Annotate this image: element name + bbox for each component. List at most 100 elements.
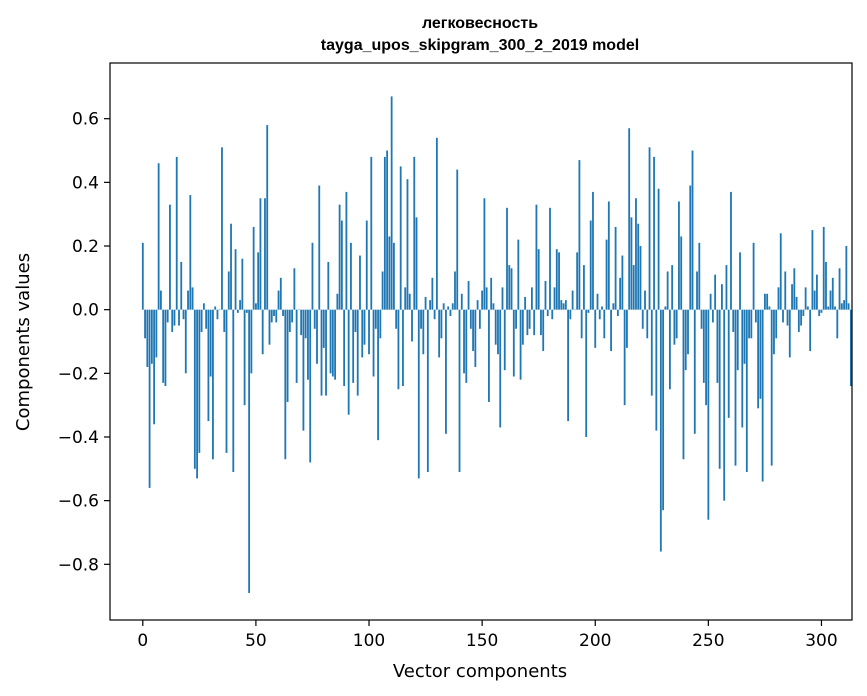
bar xyxy=(345,191,348,310)
y-tick-label: −0.2 xyxy=(58,364,99,384)
bar xyxy=(440,309,443,339)
bar xyxy=(503,309,506,371)
bar xyxy=(560,300,563,310)
bar xyxy=(739,252,741,310)
bar xyxy=(555,249,558,310)
bar xyxy=(598,309,601,320)
bar xyxy=(390,96,393,310)
bar xyxy=(825,261,827,310)
bar xyxy=(300,309,303,336)
bar xyxy=(589,220,592,310)
bar xyxy=(535,204,538,310)
bar xyxy=(680,236,683,310)
bar xyxy=(275,309,278,323)
bar xyxy=(488,309,490,402)
bar xyxy=(350,242,352,310)
bar xyxy=(847,303,850,310)
bar xyxy=(447,306,450,310)
bar xyxy=(261,309,264,355)
bar xyxy=(827,306,830,310)
bar xyxy=(236,309,239,313)
bar xyxy=(445,309,447,434)
bar xyxy=(377,309,379,441)
bar xyxy=(630,217,633,310)
bar xyxy=(209,309,212,377)
bar xyxy=(811,230,814,310)
bar xyxy=(293,268,296,310)
bar xyxy=(273,309,275,317)
bar xyxy=(451,303,454,310)
bar xyxy=(521,309,524,345)
x-tick-label: 0 xyxy=(137,631,148,651)
bar xyxy=(834,306,836,310)
bar xyxy=(840,303,843,310)
bar xyxy=(474,309,477,367)
chart-subtitle: tayga_upos_skipgram_300_2_2019 model xyxy=(321,37,639,54)
y-tick-label: −0.8 xyxy=(58,555,99,575)
bar xyxy=(162,309,165,383)
bar xyxy=(221,147,223,310)
bar xyxy=(352,309,355,383)
y-tick-label: 0.0 xyxy=(72,301,99,321)
bar xyxy=(759,309,762,399)
bar xyxy=(329,309,332,374)
bar xyxy=(318,185,321,310)
bar xyxy=(198,309,201,453)
bar xyxy=(184,309,187,374)
chart-title: легковесность xyxy=(422,15,538,32)
bar xyxy=(193,309,196,469)
bar xyxy=(159,290,162,310)
bar xyxy=(212,309,214,460)
bar xyxy=(472,309,474,352)
bar xyxy=(374,309,377,329)
bar xyxy=(585,309,588,437)
bar xyxy=(696,271,698,310)
bar xyxy=(662,309,665,511)
bar xyxy=(343,309,346,387)
bar xyxy=(422,309,425,355)
bar xyxy=(831,277,834,310)
bar xyxy=(354,309,357,332)
bar xyxy=(822,226,825,310)
bar xyxy=(370,156,373,310)
bar xyxy=(788,309,791,358)
bar xyxy=(157,163,160,310)
bar xyxy=(196,309,198,479)
bar xyxy=(282,309,284,317)
bar xyxy=(716,309,719,383)
bar xyxy=(243,309,246,406)
bar xyxy=(469,309,472,329)
bar xyxy=(777,287,780,310)
bar xyxy=(621,255,624,310)
bar xyxy=(467,281,470,310)
bar xyxy=(166,309,169,323)
bar xyxy=(406,179,409,310)
bar xyxy=(259,198,262,310)
bar xyxy=(257,252,260,310)
bar xyxy=(743,309,746,364)
bar xyxy=(239,300,241,310)
bar xyxy=(255,303,257,310)
bar xyxy=(476,300,479,310)
bar xyxy=(429,300,432,310)
bar xyxy=(732,309,735,332)
bar xyxy=(431,277,434,310)
bar xyxy=(245,309,248,313)
bar xyxy=(752,242,755,310)
bar xyxy=(241,258,244,310)
bar xyxy=(202,303,205,310)
bar xyxy=(227,271,230,310)
bar xyxy=(666,271,669,310)
bar xyxy=(711,309,714,323)
bar xyxy=(295,309,298,383)
bar xyxy=(829,290,832,310)
bar xyxy=(564,300,567,310)
bar xyxy=(372,309,375,377)
bar xyxy=(191,287,194,310)
x-tick-label: 250 xyxy=(692,631,724,651)
bar xyxy=(175,156,178,310)
bar xyxy=(327,261,330,310)
bar xyxy=(721,284,723,310)
bar xyxy=(549,207,551,310)
bar xyxy=(356,309,359,396)
